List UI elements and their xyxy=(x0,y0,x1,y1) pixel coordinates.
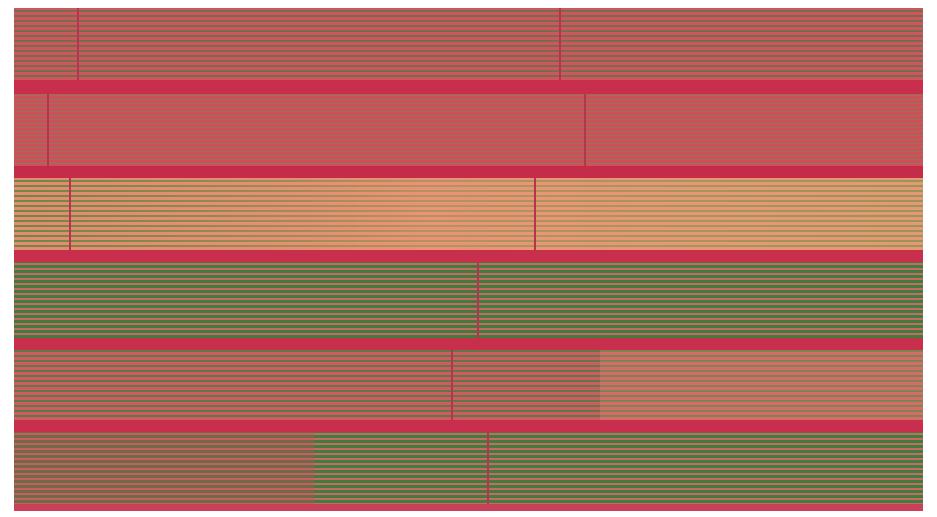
field-tint xyxy=(600,350,923,420)
road xyxy=(14,338,923,350)
aerial-image xyxy=(0,0,937,517)
road xyxy=(14,420,923,432)
road xyxy=(14,250,923,262)
field-band xyxy=(14,94,923,166)
field xyxy=(14,8,923,511)
field-tint xyxy=(14,178,923,250)
field-tint xyxy=(14,432,314,504)
road xyxy=(14,166,923,178)
road xyxy=(14,80,923,94)
road xyxy=(14,504,923,511)
field-tint xyxy=(14,8,923,80)
page: (() => { const data = JSON.parse(documen… xyxy=(0,0,937,517)
field-band xyxy=(14,262,923,338)
